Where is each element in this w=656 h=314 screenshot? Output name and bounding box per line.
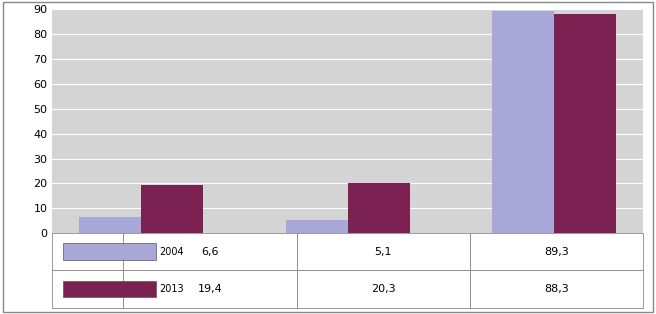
Bar: [79, 217, 141, 233]
Text: 2013: 2013: [159, 284, 184, 294]
Bar: [63, 281, 156, 297]
Text: 2004: 2004: [159, 247, 184, 257]
Bar: [348, 183, 409, 233]
Bar: [492, 11, 554, 233]
Bar: [554, 14, 616, 233]
Bar: [141, 185, 203, 233]
Bar: [63, 243, 156, 260]
Bar: [286, 220, 348, 233]
